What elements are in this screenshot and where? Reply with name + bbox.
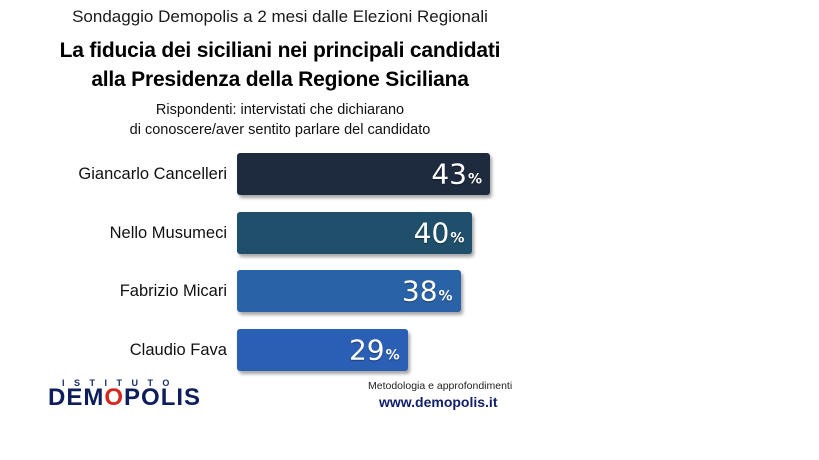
data-label: 43% bbox=[431, 158, 482, 191]
survey-kicker: Sondaggio Demopolis a 2 mesi dalle Elezi… bbox=[72, 7, 488, 26]
logo-wordmark: DEMOPOLIS bbox=[48, 386, 201, 410]
value-unit: % bbox=[467, 171, 482, 188]
category-label: Nello Musumeci bbox=[109, 223, 227, 242]
data-label: 40% bbox=[414, 216, 465, 249]
category-label: Claudio Fava bbox=[129, 340, 227, 359]
bar: 29% bbox=[237, 328, 408, 371]
value-number: 43 bbox=[431, 157, 467, 191]
title-line-2: alla Presidenza della Regione Siciliana bbox=[91, 68, 469, 91]
subtitle-line-2: di conoscere/aver sentito parlare del ca… bbox=[129, 122, 431, 138]
data-label: 38% bbox=[402, 275, 453, 308]
value-unit: % bbox=[450, 230, 465, 246]
value-unit: % bbox=[438, 288, 453, 305]
category-label: Fabrizio Micari bbox=[119, 282, 227, 300]
website-link[interactable]: www.demopolis.it bbox=[379, 394, 498, 410]
value-number: 38 bbox=[401, 274, 438, 308]
bar: 43% bbox=[237, 153, 490, 195]
category-label: Giancarlo Cancelleri bbox=[78, 165, 227, 183]
chart-title: La fiducia dei siciliani nei principali … bbox=[0, 36, 560, 94]
logo-text-1: DEM bbox=[48, 384, 105, 411]
value-number: 40 bbox=[413, 216, 450, 249]
value-unit: % bbox=[385, 347, 400, 363]
logo-text-2: POLIS bbox=[124, 384, 202, 411]
data-label: 29% bbox=[349, 333, 400, 366]
chart-subtitle: Rispondenti: intervistati che dichiarano… bbox=[0, 100, 560, 140]
value-number: 29 bbox=[348, 333, 385, 366]
methodology-note: Metodologia e approfondimenti bbox=[368, 380, 513, 392]
title-line-1: La fiducia dei siciliani nei principali … bbox=[59, 39, 501, 62]
bar: 38% bbox=[237, 270, 461, 312]
demopolis-logo: ISTITUTO DEMOPOLIS bbox=[48, 378, 201, 410]
subtitle-line-1: Rispondenti: intervistati che dichiarano bbox=[155, 102, 405, 118]
logo-o: O bbox=[104, 384, 125, 411]
bar: 40% bbox=[237, 211, 473, 254]
logo-subtitle: ISTITUTO bbox=[62, 378, 179, 388]
